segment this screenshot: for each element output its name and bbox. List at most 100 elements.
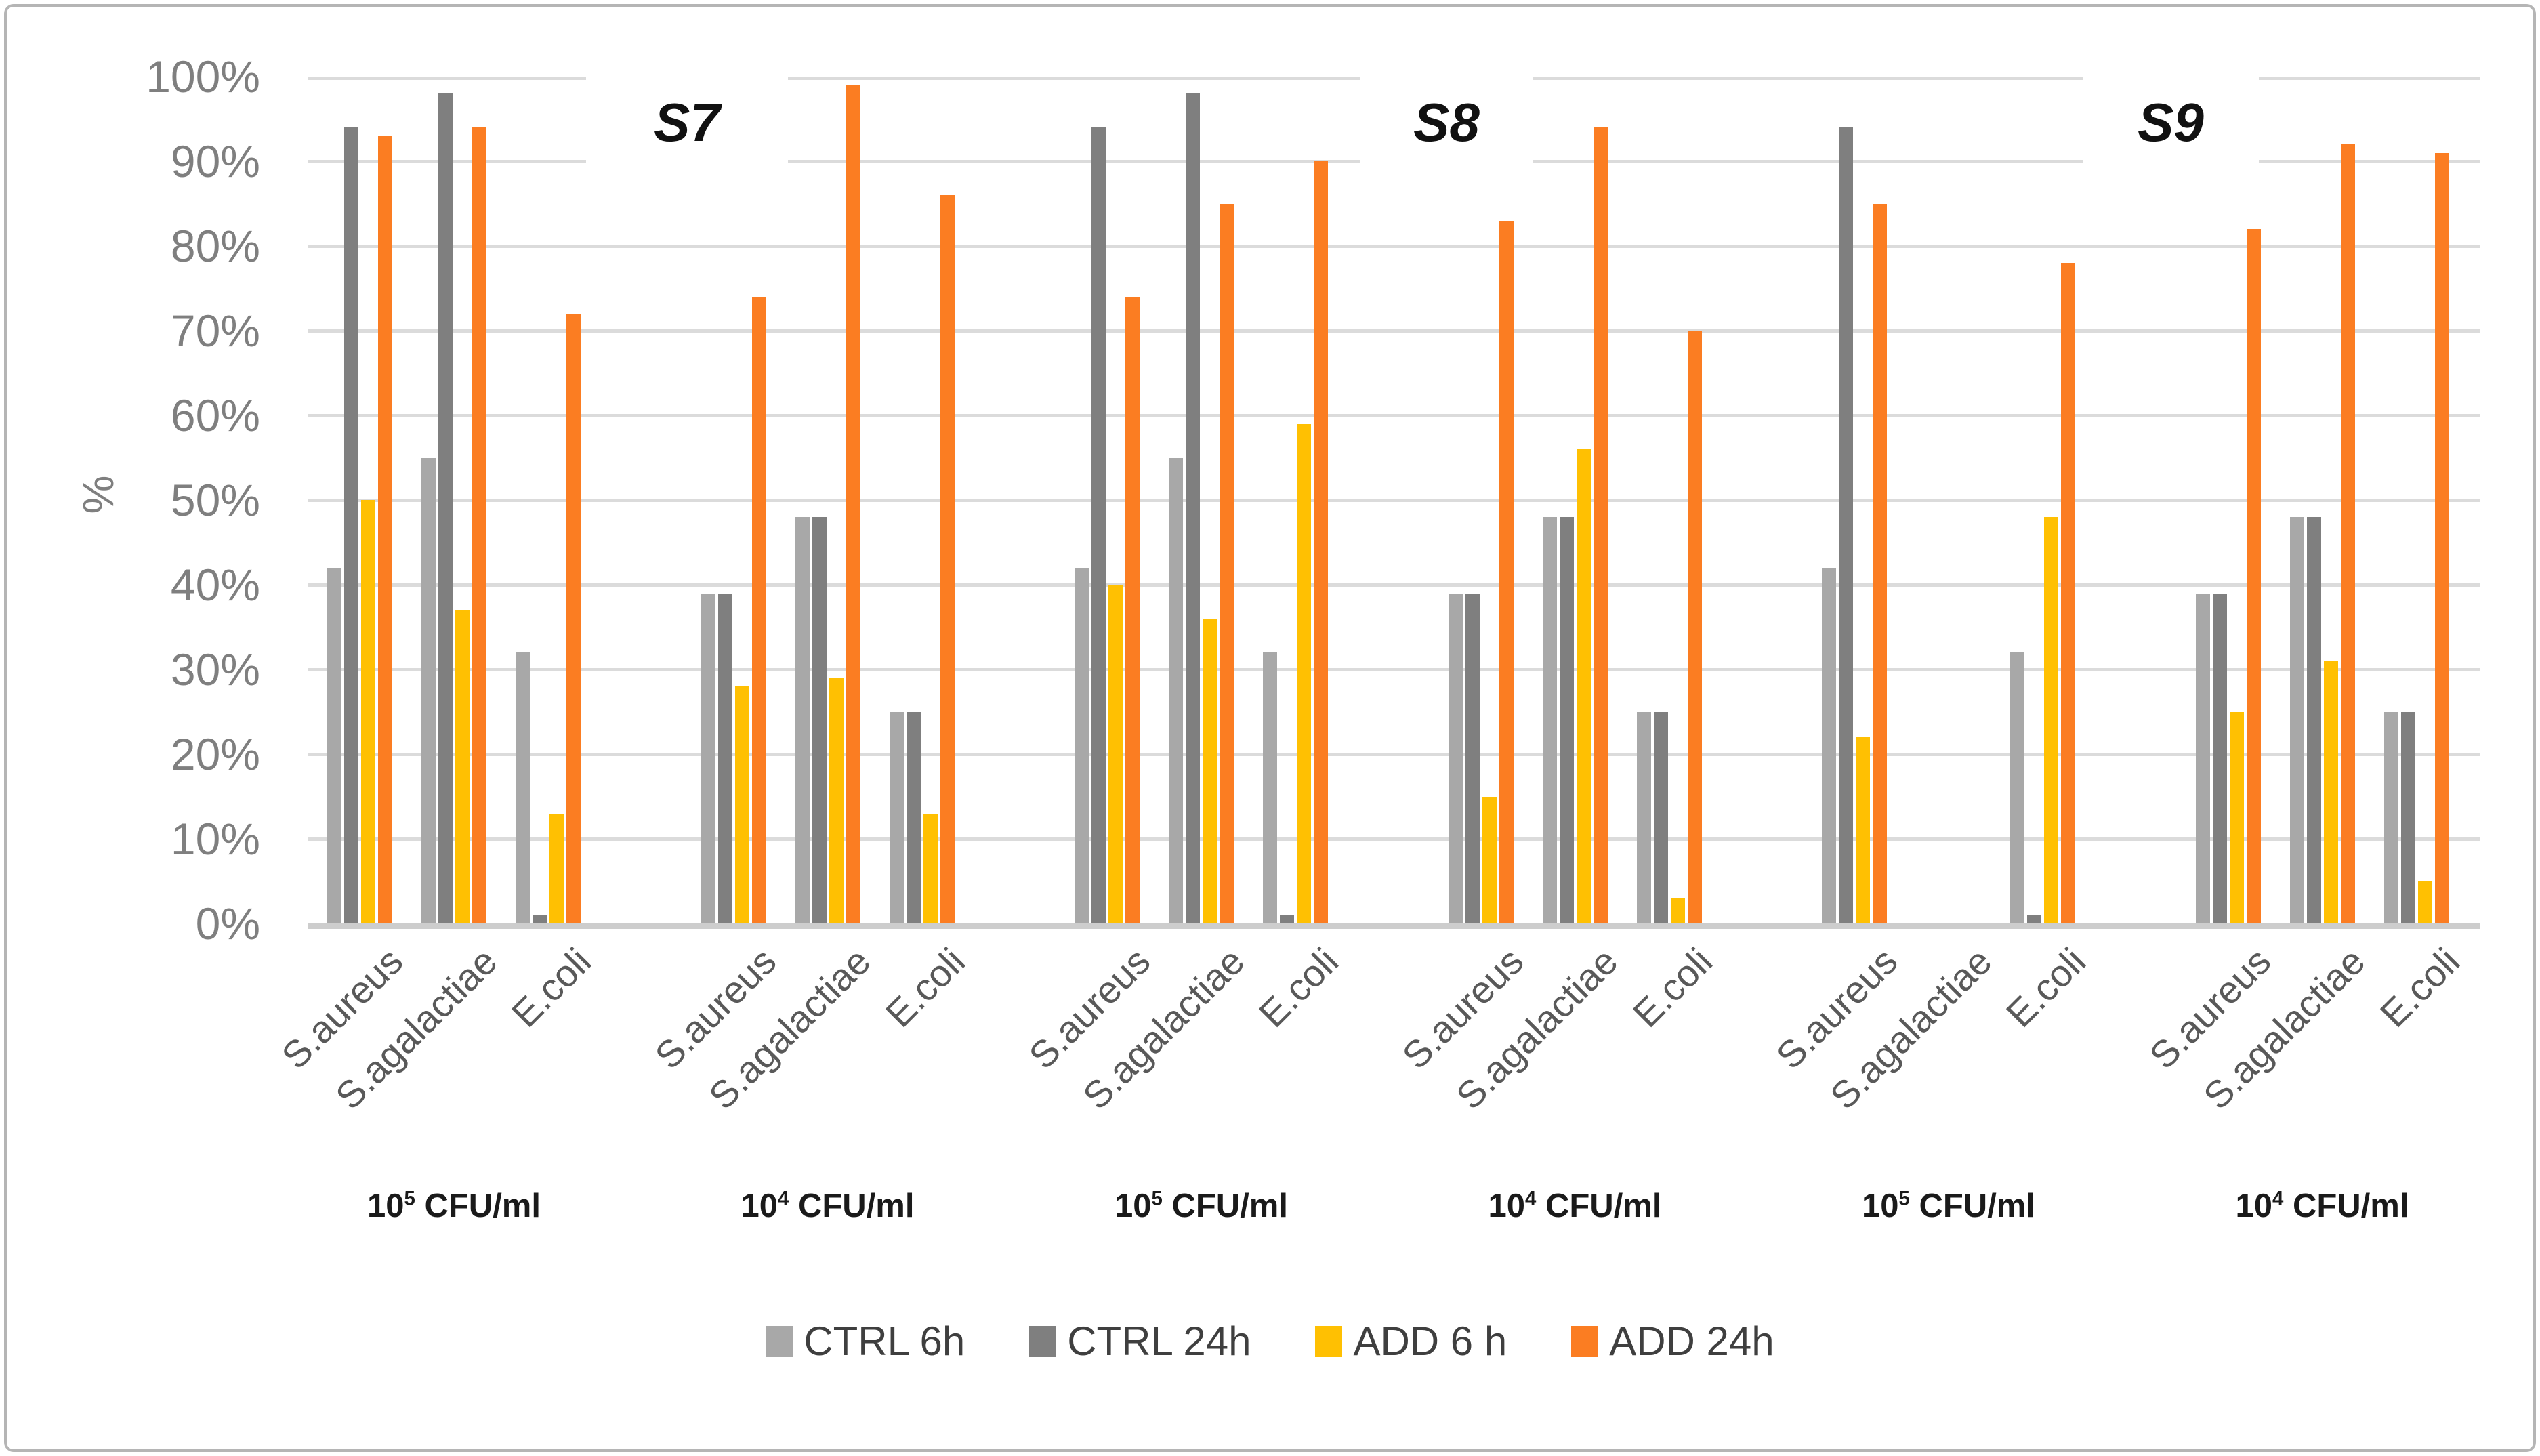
- bar: [533, 915, 547, 923]
- bar: [438, 93, 453, 923]
- legend-swatch: [1029, 1325, 1057, 1357]
- bar: [1108, 585, 1123, 923]
- bar: [906, 711, 921, 923]
- y-tick-label: 40%: [170, 560, 260, 610]
- bar: [2306, 517, 2321, 923]
- legend-swatch: [1315, 1325, 1343, 1357]
- group-label-unit: CFU/ml: [1909, 1188, 2035, 1224]
- legend-label: ADD 6 h: [1353, 1318, 1507, 1364]
- bar: [1314, 161, 1328, 923]
- group-label-base: 10: [367, 1188, 404, 1224]
- bar: [829, 678, 844, 923]
- bacteria-cluster: [2010, 77, 2075, 923]
- bar: [1482, 796, 1497, 923]
- bar: [549, 813, 564, 923]
- group-label: 105 CFU/ml: [1862, 1187, 2035, 1225]
- bar: [1822, 568, 1836, 923]
- bar-group: [327, 77, 581, 923]
- bacteria-cluster: [1542, 77, 1608, 923]
- bacteria-cluster: [1636, 77, 1702, 923]
- group-label-base: 10: [1115, 1188, 1152, 1224]
- y-tick-label: 100%: [146, 51, 260, 102]
- bar: [1448, 593, 1463, 923]
- y-axis: 0% 10% 20% 30% 40% 50% 60% 70% 80% 90% 100%: [0, 54, 266, 946]
- bacteria-cluster: [1263, 77, 1328, 923]
- bar: [1593, 127, 1608, 923]
- bar: [1075, 568, 1089, 923]
- group-label-exponent: 4: [1525, 1187, 1537, 1210]
- bar: [421, 457, 436, 923]
- legend-swatch: [766, 1325, 793, 1357]
- gridline: [308, 329, 2480, 333]
- gridline: [308, 245, 2480, 248]
- bar: [734, 686, 749, 923]
- y-tick-label: 50%: [170, 475, 260, 525]
- bacteria-cluster: [421, 77, 486, 923]
- bar: [1297, 423, 1311, 923]
- bar: [812, 517, 827, 923]
- y-tick-label: 90%: [170, 136, 260, 186]
- bar: [1873, 203, 1887, 923]
- group-label-unit: CFU/ml: [2283, 1188, 2409, 1224]
- bar: [2229, 711, 2244, 923]
- y-tick-label: 60%: [170, 390, 260, 440]
- y-tick-label: 70%: [170, 306, 260, 356]
- group-label-exponent: 5: [404, 1187, 415, 1210]
- bar: [1653, 711, 1668, 923]
- bar: [717, 593, 732, 923]
- bar: [2323, 661, 2338, 923]
- bar: [2383, 711, 2398, 923]
- legend-item: CTRL 24h: [1029, 1318, 1251, 1365]
- section-label: S9: [2083, 72, 2259, 173]
- bar: [378, 136, 392, 923]
- bar: [795, 517, 810, 923]
- gridline: [308, 583, 2480, 587]
- bar: [1125, 297, 1140, 923]
- bar: [2061, 263, 2075, 923]
- bar: [1576, 449, 1591, 923]
- bacteria-cluster: [701, 77, 766, 923]
- bacteria-cluster: [1916, 77, 1981, 923]
- gridline: [308, 837, 2480, 841]
- group-label-unit: CFU/ml: [415, 1188, 541, 1224]
- bar: [2417, 881, 2432, 923]
- bacteria-cluster: [516, 77, 581, 923]
- bar: [1280, 915, 1294, 923]
- y-tick-label: 0%: [195, 898, 260, 949]
- gridline: [308, 414, 2480, 417]
- group-label-unit: CFU/ml: [789, 1188, 915, 1224]
- bar: [2400, 711, 2415, 923]
- gridline: [308, 499, 2480, 502]
- bacteria-cluster: [795, 77, 860, 923]
- bar: [2246, 229, 2261, 923]
- bacteria-cluster: [2383, 77, 2449, 923]
- bacteria-cluster: [2289, 77, 2355, 923]
- bar: [2027, 915, 2041, 923]
- bar: [751, 297, 766, 923]
- plot-area: [308, 77, 2480, 923]
- bar: [2212, 593, 2227, 923]
- group-label-exponent: 4: [778, 1187, 789, 1210]
- group-label: 104 CFU/ml: [741, 1187, 915, 1225]
- bar: [2434, 152, 2449, 923]
- legend: CTRL 6h CTRL 24h ADD 6 h ADD 24h: [0, 1318, 2540, 1365]
- group-label-base: 10: [1488, 1188, 1526, 1224]
- group-label-exponent: 5: [1151, 1187, 1163, 1210]
- bar: [940, 195, 955, 923]
- bar: [1856, 737, 1870, 923]
- bar: [1839, 127, 1853, 923]
- gridline: [308, 668, 2480, 671]
- bar: [1559, 517, 1574, 923]
- bar: [344, 127, 358, 923]
- group-label-base: 10: [741, 1188, 778, 1224]
- bar: [1670, 898, 1685, 923]
- legend-item: CTRL 6h: [766, 1318, 965, 1365]
- legend-label: CTRL 6h: [804, 1318, 965, 1364]
- y-tick-label: 20%: [170, 729, 260, 779]
- legend-item: ADD 6 h: [1315, 1318, 1507, 1365]
- legend-swatch: [1571, 1325, 1599, 1357]
- bar: [2289, 517, 2304, 923]
- bar: [1091, 127, 1106, 923]
- section-label: S7: [586, 72, 788, 173]
- bar: [2340, 144, 2355, 923]
